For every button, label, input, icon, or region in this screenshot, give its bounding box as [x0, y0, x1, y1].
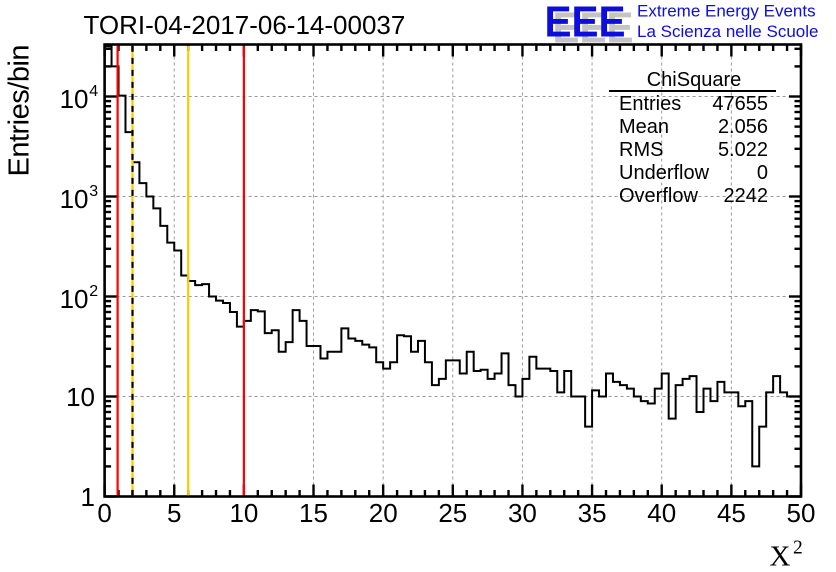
- svg-text:1: 1: [81, 482, 95, 512]
- svg-text:5: 5: [167, 498, 181, 528]
- svg-text:Extreme Energy Events: Extreme Energy Events: [637, 1, 816, 20]
- svg-text:2: 2: [89, 283, 98, 300]
- svg-text:ChiSquare: ChiSquare: [647, 69, 742, 91]
- svg-text:20: 20: [369, 498, 398, 528]
- svg-text:TORI-04-2017-06-14-00037: TORI-04-2017-06-14-00037: [84, 10, 406, 40]
- svg-text:40: 40: [647, 498, 676, 528]
- svg-text:5.022: 5.022: [718, 139, 768, 161]
- svg-text:2.056: 2.056: [718, 116, 768, 138]
- svg-text:EEE: EEE: [545, 0, 626, 46]
- svg-text:Entries/bin: Entries/bin: [4, 45, 36, 177]
- svg-text:EEE: EEE: [553, 3, 634, 52]
- svg-text:2242: 2242: [724, 185, 769, 207]
- svg-text:Entries: Entries: [619, 93, 681, 115]
- svg-text:10: 10: [229, 498, 258, 528]
- svg-text:3: 3: [89, 183, 98, 200]
- svg-text:30: 30: [508, 498, 537, 528]
- svg-text:0: 0: [757, 162, 768, 184]
- svg-text:10: 10: [60, 84, 89, 114]
- svg-text:0: 0: [97, 498, 111, 528]
- svg-text:4: 4: [89, 83, 98, 100]
- svg-text:50: 50: [787, 498, 816, 528]
- svg-text:10: 10: [60, 284, 89, 314]
- svg-text:35: 35: [578, 498, 607, 528]
- svg-text:15: 15: [299, 498, 328, 528]
- svg-text:Mean: Mean: [619, 116, 669, 138]
- svg-text:Overflow: Overflow: [619, 185, 698, 207]
- svg-text:2: 2: [793, 538, 803, 559]
- svg-text:10: 10: [60, 184, 89, 214]
- svg-text:RMS: RMS: [619, 139, 663, 161]
- svg-text:10: 10: [66, 382, 95, 412]
- svg-text:La Scienza nelle Scuole: La Scienza nelle Scuole: [637, 22, 818, 41]
- svg-text:47655: 47655: [712, 93, 768, 115]
- svg-text:Underflow: Underflow: [619, 162, 710, 184]
- svg-text:X: X: [770, 541, 791, 572]
- svg-text:45: 45: [717, 498, 746, 528]
- svg-text:25: 25: [438, 498, 467, 528]
